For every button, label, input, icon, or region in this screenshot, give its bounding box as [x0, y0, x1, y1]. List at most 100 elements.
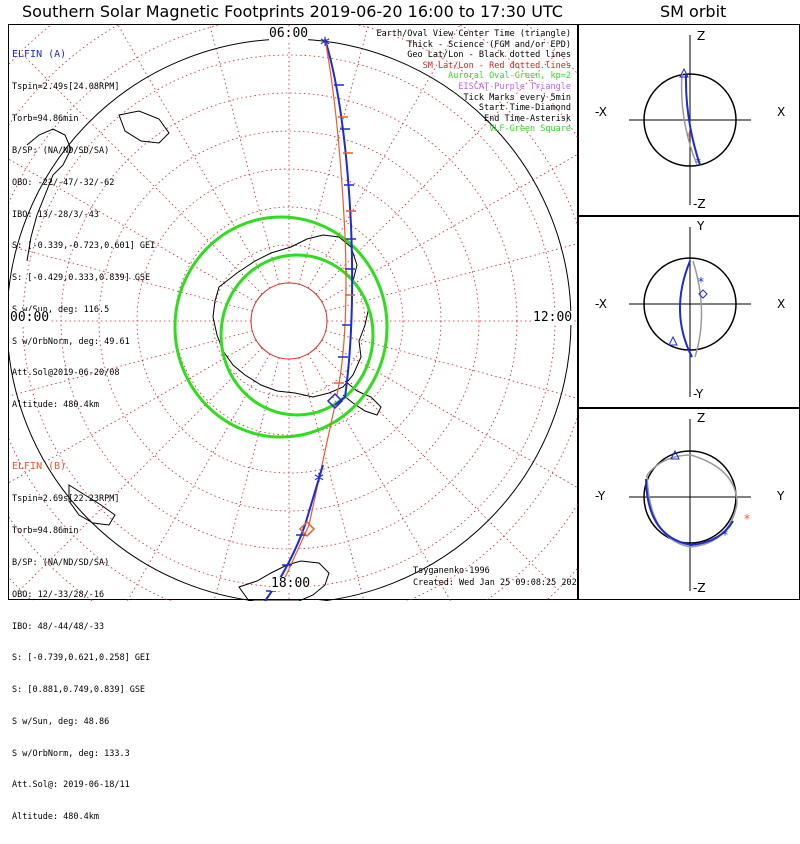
elfin-a-line: IBO: 13/-28/3/-43: [12, 209, 99, 220]
legend-entry: End Time-Asterisk: [484, 113, 571, 124]
axis-label-right: Y: [777, 489, 785, 503]
orbit-track-b: [680, 73, 698, 166]
antarctica-coast: [212, 234, 370, 398]
created-credit: Created: Wed Jan 25 09:08:25 2023: [413, 578, 582, 588]
sm-lon-line: [315, 347, 558, 590]
axis-label-right: X: [777, 105, 786, 119]
sm-lat-circle: [250, 282, 328, 360]
elfin-a-line: Tspin=2.49s[24.08RPM]: [12, 82, 120, 93]
sm-lon-line: [9, 339, 257, 484]
axis-label-left: -X: [595, 297, 607, 311]
elfin-a-line: Altitude: 480.4km: [12, 400, 99, 411]
coast-fragment: [118, 110, 170, 144]
end-marker-b: *: [686, 130, 693, 143]
end-marker-a: *: [697, 275, 704, 289]
sm-lat-circle: [212, 244, 366, 398]
elfin-a-line: S: [-0.429,0.333,0.839] GSE: [12, 273, 151, 284]
elfin-b-line: Altitude: 480.4km: [12, 812, 99, 823]
hour-label-right: 12:00: [533, 310, 573, 325]
elfin-a-line: S w/OrbNorm, deg: 49.61: [12, 336, 130, 347]
end-marker-a: *: [721, 528, 728, 542]
legend-entry: EISCAT-Purple Triangle: [458, 81, 571, 92]
auroral-oval-outer: [173, 215, 389, 439]
sm-lat-circle: [98, 130, 480, 512]
elfin-a-line: S w/Sun, deg: 116.5: [12, 304, 110, 315]
orbit-track-a: [645, 478, 734, 547]
sm-lon-line: [209, 25, 280, 285]
axis-label-top: Z: [697, 29, 706, 43]
earth-circle: [643, 257, 737, 351]
elfin-a-line: S: [-0.339,-0.723,0.601] GEI: [12, 241, 156, 252]
elfin-a-line: Att.Sol@2019-06-20/08: [12, 368, 120, 379]
orbit-panel-yz: * * Z -Z -Y Y: [578, 408, 800, 600]
sm-lon-line: [315, 52, 558, 295]
hour-label-bottom: 18:00: [271, 576, 311, 591]
elfin-b-name: ELFIN (B): [12, 461, 67, 473]
elfin-b-line: B/SP: (NA/ND/SD/SA): [12, 557, 110, 568]
earth-circle: [643, 73, 737, 167]
sm-lon-line: [9, 330, 253, 397]
sm-lon-line: [9, 158, 257, 303]
elfin-a-track-lower: [264, 464, 324, 601]
sm-lon-line: [298, 357, 365, 601]
auroral-oval-inner: [219, 253, 375, 417]
elfin-a-info: ELFIN (A) Tspin=2.49s[24.08RPM] Torb=94.…: [12, 28, 155, 432]
south-america-coast: [238, 560, 330, 601]
legend-entry: Thick - Science (FGM and/or EPD): [407, 39, 571, 50]
sm-lat-circle: [174, 206, 404, 436]
elfin-b-line: Att.Sol@: 2019-06-18/11: [12, 780, 130, 791]
start-marker-a: [668, 335, 678, 346]
sm-lon-line: [20, 52, 263, 295]
elfin-b-line: OBO: 12/-33/28/-16: [12, 589, 105, 600]
sm-lon-line: [325, 330, 579, 400]
start-marker-b: [698, 289, 708, 299]
end-asterisk-a: *: [314, 469, 324, 493]
sm-lon-line: [298, 25, 369, 285]
orbit-title: SM orbit: [660, 2, 727, 21]
sm-lon-line: [307, 25, 461, 289]
legend-entry: Start Time-Diamond: [478, 103, 571, 114]
footprint-map-panel: *** ELFIN (A) Tspin=2.49s[24.08RPM] Torb…: [8, 24, 582, 822]
model-credit: Tsyganenko-1996: [413, 566, 490, 576]
orbit-plot-xz: * *: [629, 35, 751, 205]
sm-lon-line: [20, 347, 263, 590]
elfin-b-line: S w/OrbNorm, deg: 133.3: [12, 748, 130, 759]
elfin-b-line: S: [-0.739,0.621,0.258] GEI: [12, 653, 151, 664]
orbit-plot-xy: *: [629, 227, 751, 397]
orbit-panel-xy: * Y -Y -X X: [578, 216, 800, 408]
legend-entry: SM Lat/Lon - Red dotted lines: [422, 60, 571, 71]
hour-label-top: 06:00: [269, 26, 309, 41]
elfin-b-line: IBO: 48/-44/48/-33: [12, 621, 105, 632]
legend-entry: Auroral Oval-Green, kp=2: [448, 71, 571, 82]
africa-coast: [26, 128, 72, 262]
end-asterisk-top: *: [320, 33, 330, 57]
start-marker-a: [670, 449, 680, 460]
legend: Earth/Oval View Center Time (triangle) T…: [377, 29, 571, 135]
sm-lon-line: [117, 25, 271, 289]
elfin-b-line: Torb=94.86min: [12, 526, 79, 537]
axis-label-right: X: [777, 297, 786, 311]
elfin-a-track-upper: [324, 38, 354, 406]
orbit-track-a: [684, 73, 701, 166]
orbit-plot-yz: * *: [629, 419, 751, 591]
orbit-panel-xz: * * Z -Z -X X: [578, 24, 800, 216]
legend-entry: VLF-Green Square: [489, 124, 571, 135]
axis-label-left: -Y: [595, 489, 606, 503]
orbit-track-a: [679, 260, 693, 358]
sm-lon-line: [321, 153, 579, 303]
australia-coast: [68, 484, 116, 526]
end-marker-a: *: [695, 156, 702, 169]
elfin-b-info: ELFIN (B) Tspin=2.69s[22.23RPM] Torb=94.…: [12, 440, 150, 844]
hour-label-left: 00:00: [10, 310, 50, 325]
elfin-a-line: B/SP: (NA/ND/SD/SA): [12, 145, 110, 156]
elfin-b-track-upper: [324, 38, 347, 396]
start-diamond-b: [298, 520, 316, 538]
axis-label-bottom: -Y: [693, 387, 704, 401]
axis-label-bottom: -Z: [693, 197, 706, 211]
elfin-b-line: S: [0.881,0.749,0.839] GSE: [12, 685, 146, 696]
legend-entry: Geo Lat/Lon - Black dotted lines: [407, 50, 571, 61]
elfin-a-line: Torb=94.86min: [12, 114, 79, 125]
elfin-a-line: OBO: -22/-47/-32/-62: [12, 177, 115, 188]
start-diamond-a: [326, 392, 344, 410]
end-marker-b: *: [743, 512, 750, 526]
